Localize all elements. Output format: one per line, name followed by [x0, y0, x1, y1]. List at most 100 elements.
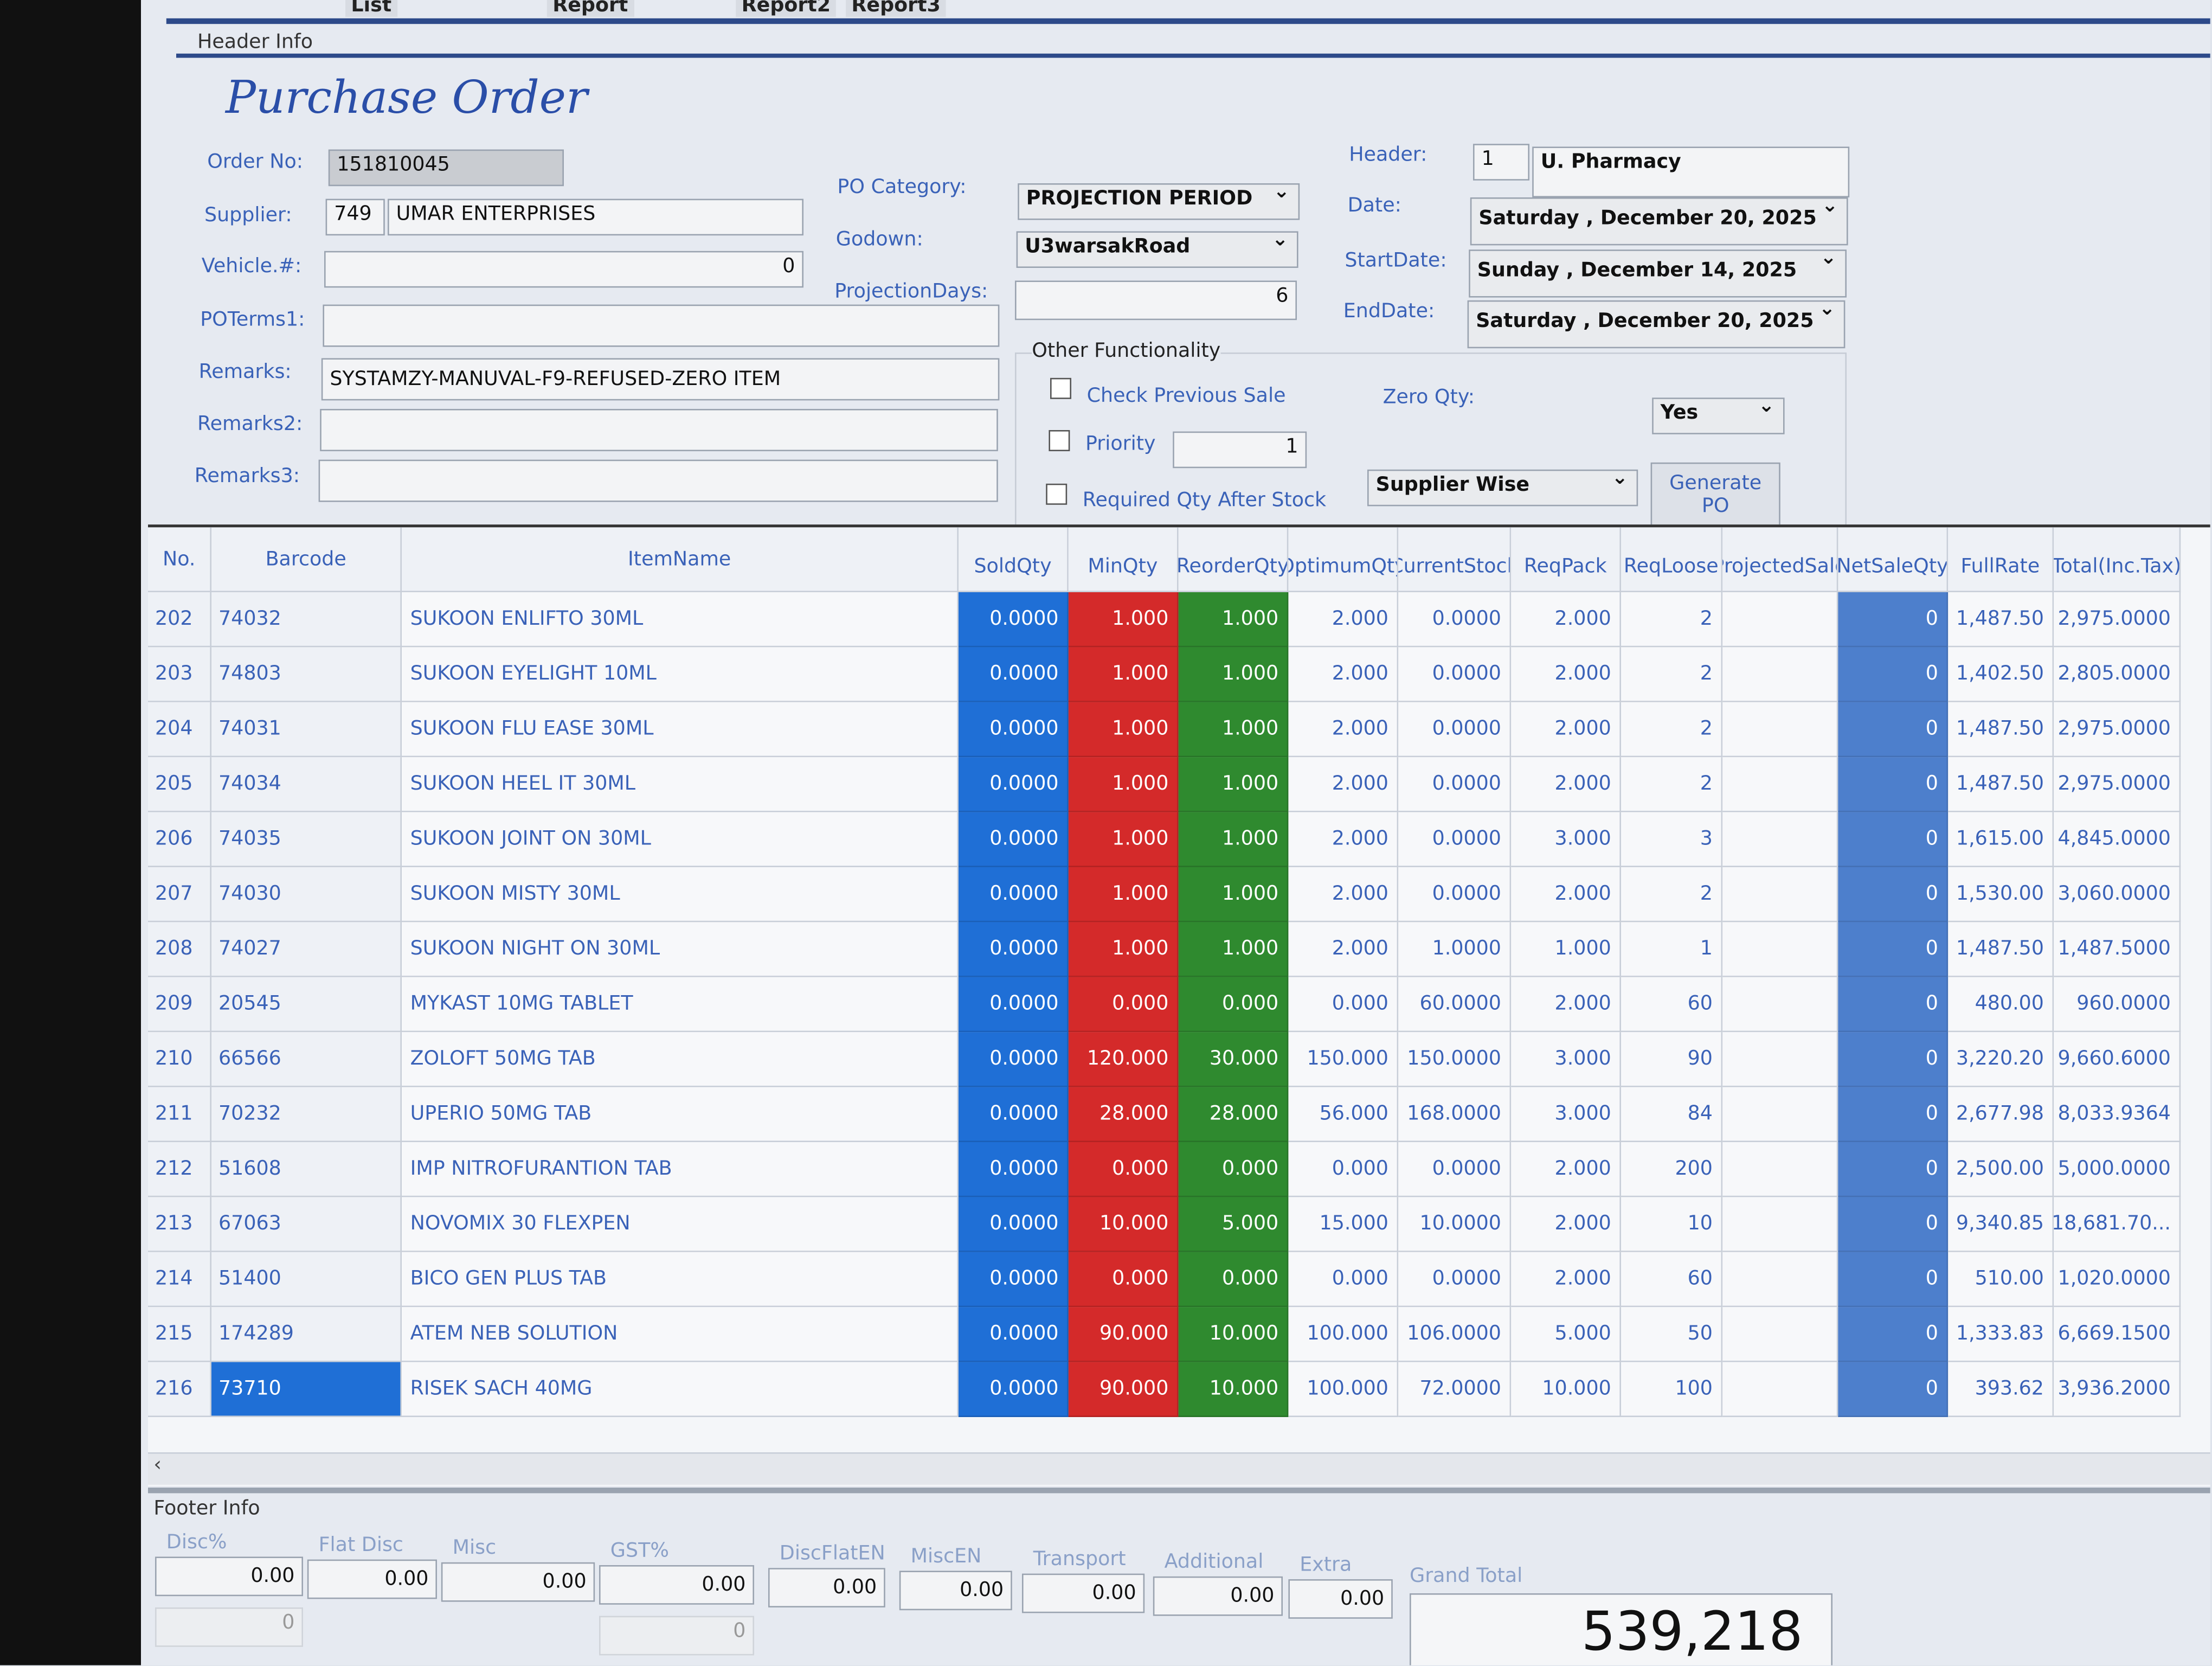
- table-cell: 0: [1838, 1142, 1949, 1197]
- table-cell: 67063: [211, 1197, 402, 1252]
- po-terms-input[interactable]: [323, 304, 1000, 347]
- table-cell: [1722, 1087, 1838, 1142]
- horizontal-scrollbar[interactable]: ‹: [148, 1452, 2210, 1485]
- table-cell: 2.000: [1511, 867, 1621, 922]
- column-header[interactable]: MinQty: [1068, 527, 1179, 592]
- table-cell: 1.000: [1511, 922, 1621, 977]
- vehicle-input[interactable]: 0: [324, 251, 803, 288]
- row-number: 208: [148, 922, 211, 977]
- table-cell: 100.000: [1288, 1307, 1399, 1362]
- footer-label: MiscEN: [910, 1545, 982, 1568]
- column-header[interactable]: ReorderQty: [1178, 527, 1289, 592]
- footer-input[interactable]: 0.00: [1153, 1576, 1283, 1616]
- table-cell: 60: [1621, 1252, 1723, 1308]
- table-cell: MYKAST 10MG TABLET: [402, 977, 959, 1033]
- label: Remarks2:: [197, 413, 303, 436]
- table-cell: 20545: [211, 977, 402, 1033]
- footer-label: Disc%: [166, 1531, 227, 1554]
- mode-select[interactable]: Supplier Wise: [1367, 469, 1638, 507]
- column-header[interactable]: No.: [148, 527, 211, 592]
- table-cell: 100.000: [1288, 1362, 1399, 1417]
- column-header[interactable]: NetSaleQty: [1838, 527, 1949, 592]
- table-cell: 30.000: [1178, 1032, 1289, 1087]
- table-cell: 0.0000: [958, 1362, 1069, 1417]
- table-cell: 74032: [211, 592, 402, 648]
- footer-input[interactable]: 0.00: [441, 1562, 595, 1602]
- header-code[interactable]: 1: [1473, 144, 1529, 181]
- column-header[interactable]: Total(Inc.Tax): [2054, 527, 2181, 592]
- table-cell: 10.000: [1178, 1307, 1289, 1362]
- table-cell: 0.0000: [1398, 867, 1512, 922]
- column-header[interactable]: ReqPack: [1511, 527, 1621, 592]
- column-header[interactable]: FullRate: [1948, 527, 2054, 592]
- footer-input[interactable]: 0.00: [899, 1571, 1012, 1611]
- remarks2-input[interactable]: [320, 409, 998, 451]
- table-cell: [1722, 812, 1838, 867]
- generate-po-button[interactable]: Generate PO: [1650, 462, 1780, 533]
- table-cell: 2: [1621, 702, 1723, 758]
- table-cell: 10.000: [1511, 1362, 1621, 1417]
- checkbox[interactable]: [1046, 483, 1068, 505]
- tab[interactable]: Report3: [846, 0, 947, 17]
- table-cell: 0.0000: [958, 1087, 1069, 1142]
- projection-days-input[interactable]: 6: [1014, 280, 1297, 321]
- label: PO Category:: [837, 176, 967, 199]
- footer-input[interactable]: 0.00: [307, 1559, 437, 1599]
- tab[interactable]: Report: [546, 0, 634, 17]
- table-cell: 5.000: [1511, 1307, 1621, 1362]
- checkbox-label: Priority: [1085, 433, 1156, 456]
- date-picker[interactable]: Saturday , December 20, 2025: [1470, 197, 1848, 246]
- table-cell: 2.000: [1511, 1142, 1621, 1197]
- table-cell: 5,000.0000: [2054, 1142, 2181, 1197]
- column-header[interactable]: ItemName: [402, 527, 959, 592]
- table-cell: 1,487.50: [1948, 922, 2054, 977]
- checkbox[interactable]: [1050, 377, 1071, 399]
- table-cell: 150.0000: [1398, 1032, 1512, 1087]
- checkbox[interactable]: [1049, 430, 1070, 451]
- checkbox-label: Required Qty After Stock: [1082, 489, 1327, 512]
- table-cell: 0.000: [1068, 1142, 1179, 1197]
- zero-qty-select[interactable]: Yes: [1652, 398, 1785, 434]
- label: ProjectionDays:: [834, 280, 988, 303]
- table-cell: [1722, 1252, 1838, 1308]
- header-name[interactable]: U. Pharmacy: [1532, 146, 1850, 197]
- start-date-picker[interactable]: Sunday , December 14, 2025: [1469, 249, 1847, 298]
- end-date-picker[interactable]: Saturday , December 20, 2025: [1467, 300, 1846, 349]
- godown-select[interactable]: U3warsakRoad: [1016, 231, 1298, 268]
- table-cell: 90.000: [1068, 1362, 1179, 1417]
- supplier-name[interactable]: UMAR ENTERPRISES: [388, 198, 803, 236]
- table-cell: 0.000: [1068, 1252, 1179, 1308]
- table-cell: 2.000: [1288, 592, 1399, 648]
- footer-input[interactable]: 0.00: [768, 1568, 885, 1607]
- table-cell: 74034: [211, 757, 402, 812]
- row-number: 211: [148, 1087, 211, 1142]
- column-header[interactable]: ProjectedSale: [1722, 527, 1838, 592]
- order-no[interactable]: 151810045: [328, 149, 564, 187]
- column-header[interactable]: ReqLoose: [1621, 527, 1723, 592]
- column-header[interactable]: Barcode: [211, 527, 402, 592]
- row-number: 215: [148, 1307, 211, 1362]
- footer-input[interactable]: 0.00: [599, 1565, 754, 1605]
- po-category-select[interactable]: PROJECTION PERIOD: [1018, 183, 1300, 220]
- remarks-input[interactable]: SYSTAMZY-MANUVAL-F9-REFUSED-ZERO ITEM: [321, 358, 1000, 401]
- footer-rule: [148, 1488, 2210, 1494]
- table-cell: 4,845.0000: [2054, 812, 2181, 867]
- remarks3-input[interactable]: [318, 459, 998, 502]
- table-cell: 0: [1838, 757, 1949, 812]
- table-cell: 5.000: [1178, 1197, 1289, 1252]
- supplier-code[interactable]: 749: [325, 198, 385, 236]
- table-cell: 3.000: [1511, 812, 1621, 867]
- column-header[interactable]: CurrentStock: [1398, 527, 1512, 592]
- table-cell: 10.0000: [1398, 1197, 1512, 1252]
- table-cell: [1722, 647, 1838, 702]
- footer-input[interactable]: 0.00: [1021, 1573, 1145, 1613]
- footer-input[interactable]: 0.00: [1288, 1579, 1393, 1619]
- column-header[interactable]: OptimumQty: [1288, 527, 1399, 592]
- table-cell: SUKOON EYELIGHT 10ML: [402, 647, 959, 702]
- column-header[interactable]: SoldQty: [958, 527, 1069, 592]
- row-number: 209: [148, 977, 211, 1033]
- tab[interactable]: List: [345, 0, 397, 17]
- priority-input[interactable]: 1: [1173, 431, 1307, 469]
- tab[interactable]: Report2: [736, 0, 837, 17]
- footer-input[interactable]: 0.00: [155, 1556, 303, 1597]
